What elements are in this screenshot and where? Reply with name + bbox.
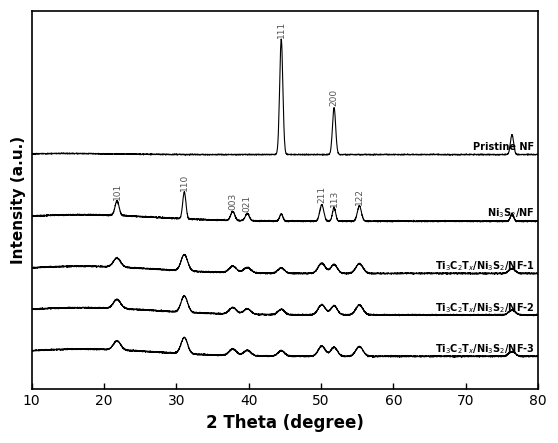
Text: 211: 211	[318, 187, 326, 203]
Text: 101: 101	[113, 183, 122, 200]
Text: 021: 021	[243, 195, 252, 212]
Text: 003: 003	[228, 193, 237, 210]
Text: 122: 122	[355, 188, 364, 205]
Text: Ti$_3$C$_2$T$_x$/Ni$_3$S$_2$/NF-3: Ti$_3$C$_2$T$_x$/Ni$_3$S$_2$/NF-3	[435, 342, 535, 356]
Text: Pristine NF: Pristine NF	[473, 142, 535, 152]
Y-axis label: Intensity (a.u.): Intensity (a.u.)	[11, 136, 26, 264]
Text: Ni$_3$S$_2$/NF: Ni$_3$S$_2$/NF	[487, 207, 535, 221]
X-axis label: 2 Theta (degree): 2 Theta (degree)	[206, 414, 364, 432]
Text: 113: 113	[330, 189, 339, 206]
Text: 111: 111	[277, 20, 286, 38]
Text: Ti$_3$C$_2$T$_x$/Ni$_3$S$_2$/NF-2: Ti$_3$C$_2$T$_x$/Ni$_3$S$_2$/NF-2	[435, 301, 535, 315]
Text: 200: 200	[330, 89, 339, 106]
Text: 110: 110	[180, 174, 189, 191]
Text: Ti$_3$C$_2$T$_x$/Ni$_3$S$_2$/NF-1: Ti$_3$C$_2$T$_x$/Ni$_3$S$_2$/NF-1	[435, 259, 535, 273]
